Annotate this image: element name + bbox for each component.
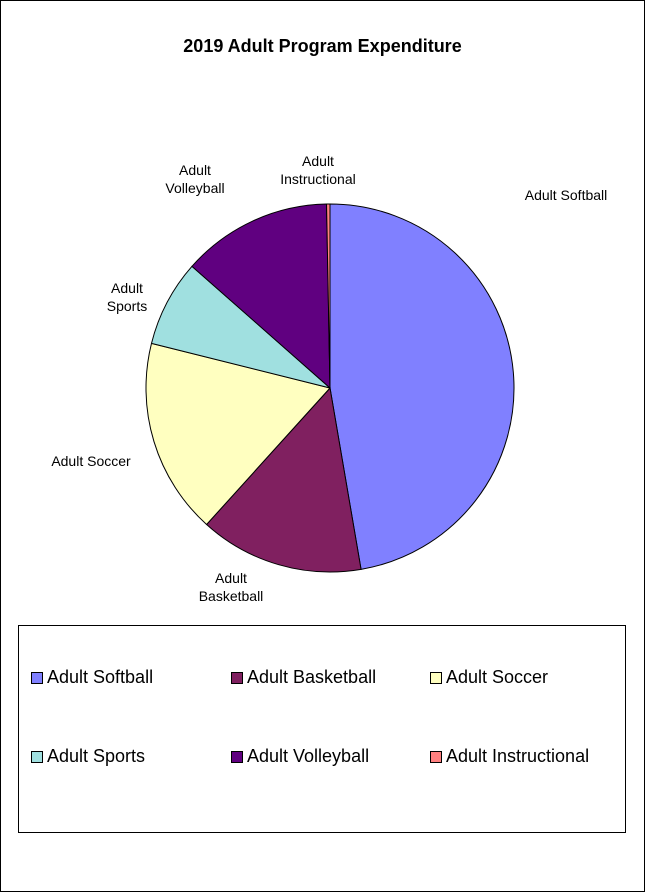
legend-swatch (231, 750, 243, 763)
slice-label-adult-sports: Adult Sports (107, 280, 147, 314)
pie-slice-adult-volleyball (191, 203, 331, 390)
legend-swatch (430, 750, 442, 763)
legend-swatch (31, 671, 43, 684)
legend-swatch (31, 750, 43, 763)
slice-label-adult-soccer: Adult Soccer (51, 453, 131, 469)
legend-label: Adult Sports (47, 746, 146, 766)
legend-swatch (231, 671, 243, 684)
legend-item-adult-instructional: Adult Instructional (430, 746, 589, 767)
legend-item-adult-sports: Adult Sports (31, 746, 145, 767)
pie-labels: Adult Softball Adult Basketball Adult Socce… (51, 153, 607, 604)
legend-item-adult-volleyball: Adult Volleyball (231, 746, 369, 767)
pie-slice-adult-basketball (205, 386, 362, 573)
legend-label: Adult Basketball (247, 667, 377, 687)
pie-slice-adult-softball (329, 203, 515, 570)
slice-label-adult-softball: Adult Softball (525, 187, 608, 203)
pie-slice-adult-soccer (145, 342, 331, 526)
legend-item-adult-basketball: Adult Basketball (231, 667, 376, 688)
slice-label-adult-instructional: Adult Instructional (280, 153, 355, 187)
pie-chart: Adult Softball Adult Basketball Adult Socce… (51, 153, 607, 604)
slice-label-adult-basketball: Adult Basketball (199, 570, 264, 604)
legend-item-adult-soccer: Adult Soccer (430, 667, 548, 688)
legend-item-adult-softball: Adult Softball (31, 667, 153, 688)
legend-label: Adult Instructional (446, 746, 590, 766)
legend: Adult Softball Adult Basketball Adult Socc… (18, 625, 626, 833)
legend-label: Adult Softball (47, 667, 154, 687)
legend-label: Adult Soccer (446, 667, 549, 687)
slice-label-adult-volleyball: Adult Volleyball (165, 162, 224, 196)
chart-title: 2019 Adult Program Expenditure (183, 36, 462, 56)
pie-slice-adult-instructional (326, 203, 331, 389)
legend-swatch (430, 671, 442, 684)
legend-label: Adult Volleyball (247, 746, 370, 766)
pie-slices (145, 203, 515, 573)
